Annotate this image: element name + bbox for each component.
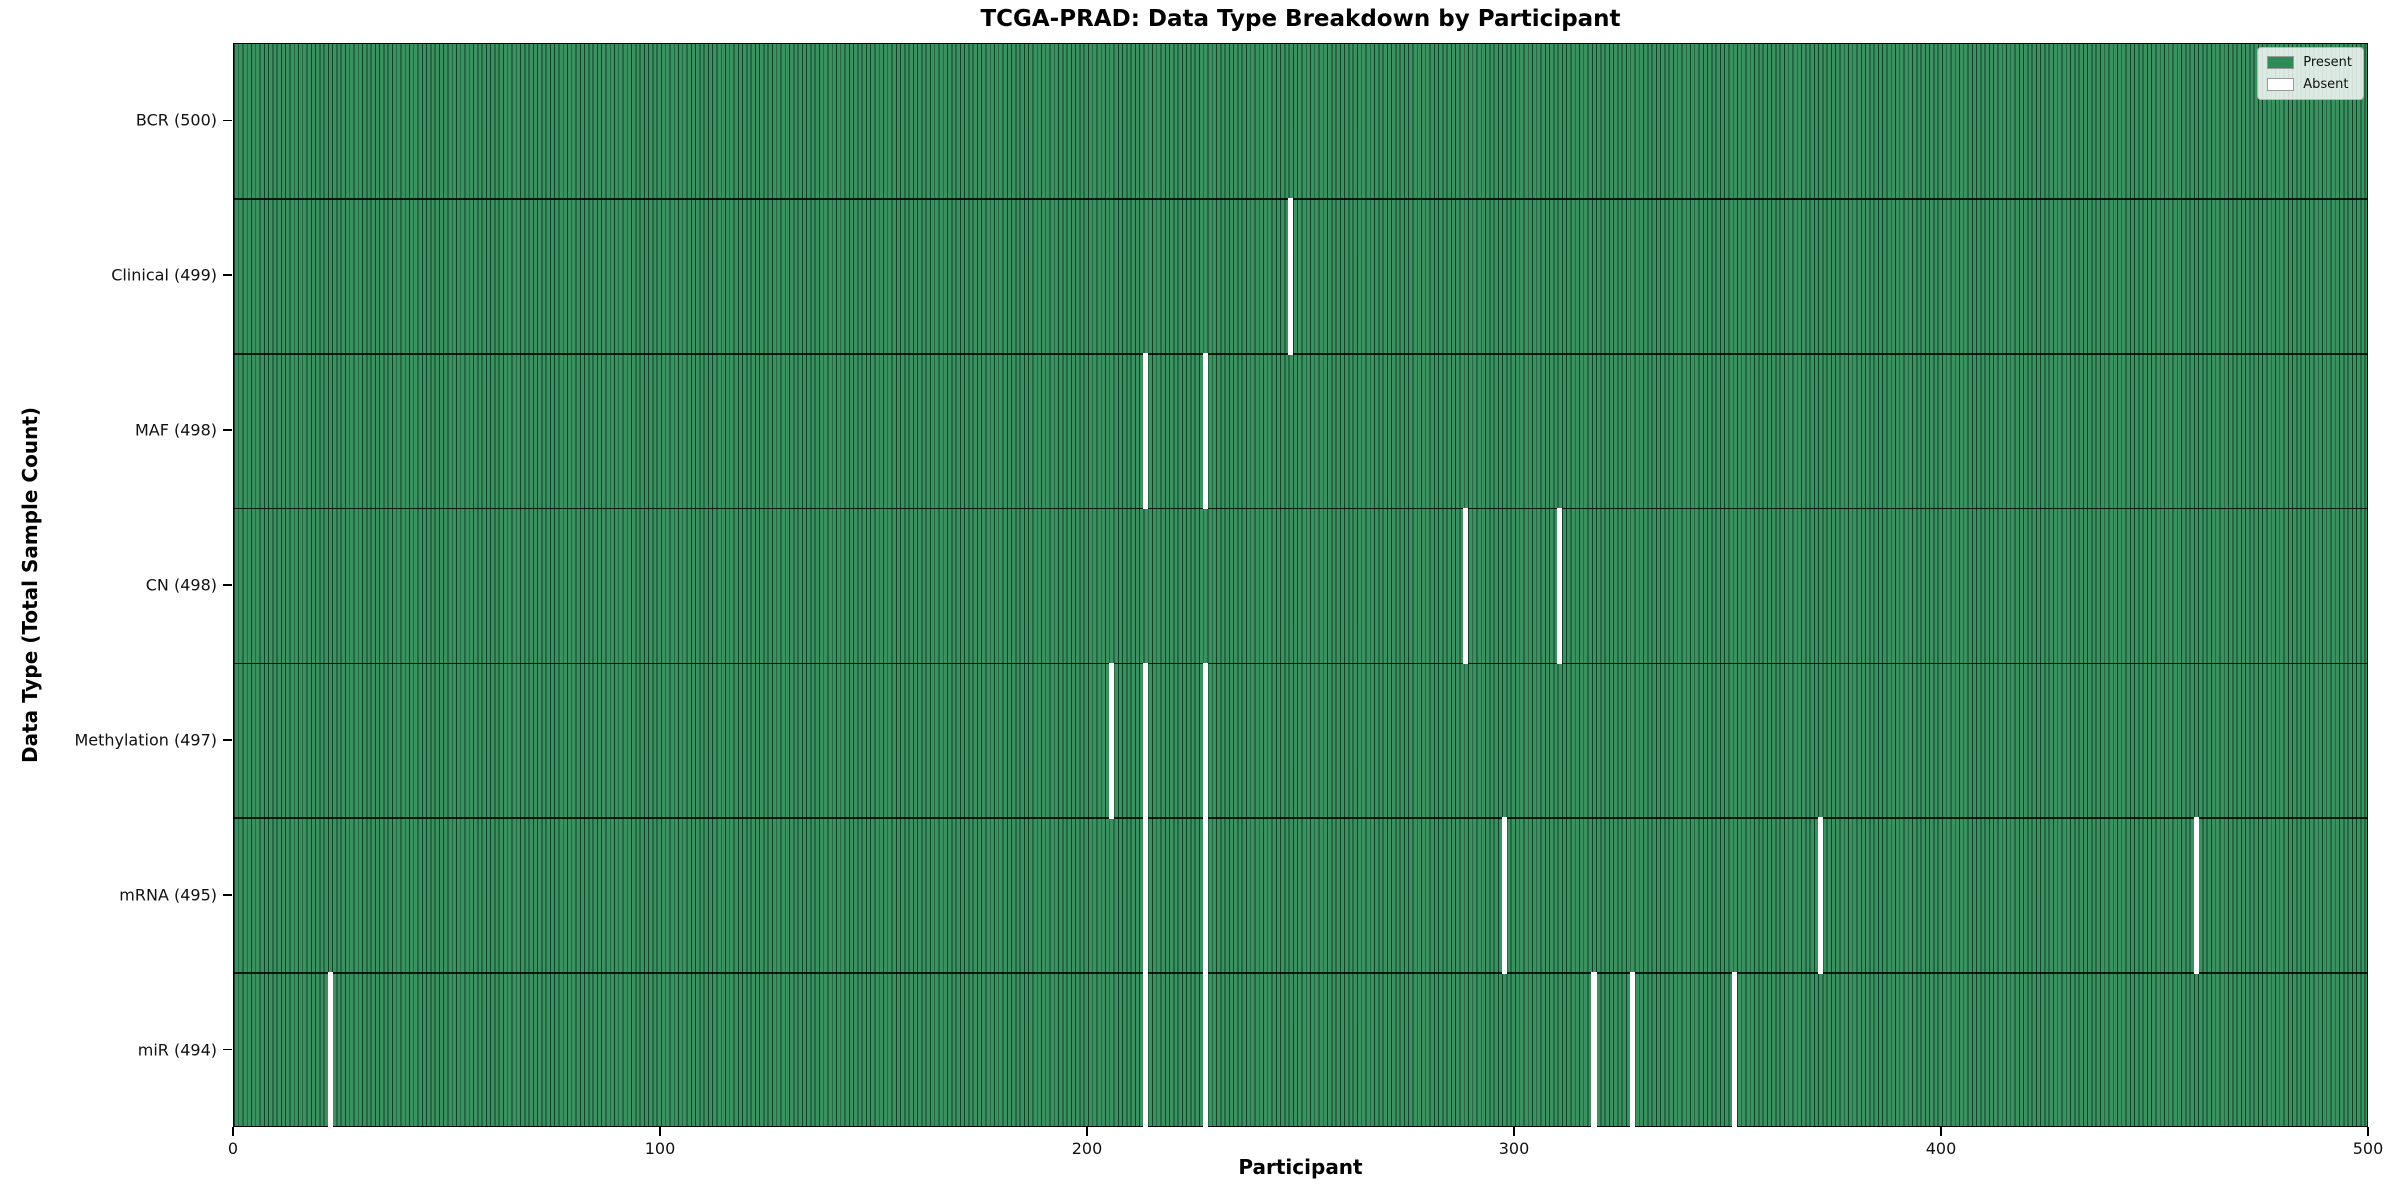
absent-gap: [1463, 507, 1469, 665]
x-tick-label: 300: [1498, 1139, 1530, 1158]
row-separator: [234, 972, 2367, 974]
x-tick-mark: [232, 1127, 234, 1136]
absent-gap: [1143, 352, 1149, 510]
absent-gap: [1629, 972, 1635, 1129]
y-tick-mark: [223, 739, 232, 741]
present-swatch-icon: [2267, 56, 2295, 69]
y-tick-mark: [223, 429, 232, 431]
x-tick-mark: [1513, 1127, 1515, 1136]
x-tick-mark: [1086, 1127, 1088, 1136]
y-tick-mark: [223, 584, 232, 586]
absent-gap: [1501, 817, 1507, 974]
x-tick-label: 500: [2352, 1139, 2384, 1158]
absent-swatch-icon: [2267, 78, 2295, 91]
absent-gap: [1143, 817, 1149, 974]
absent-gap: [1557, 507, 1563, 665]
x-tick-mark: [2367, 1127, 2369, 1136]
y-tick-label: BCR (500): [135, 110, 217, 130]
y-tick-label: Methylation (497): [74, 730, 217, 750]
x-axis-label: Participant: [1238, 1155, 1363, 1179]
absent-gap: [327, 972, 333, 1129]
row-separator: [234, 662, 2367, 665]
x-tick-mark: [659, 1127, 661, 1136]
y-tick-label: CN (498): [145, 575, 217, 595]
absent-gap: [1732, 972, 1738, 1129]
y-tick-label: mRNA (495): [119, 885, 217, 905]
absent-gap: [1817, 817, 1823, 974]
legend: Present Absent: [2257, 47, 2364, 100]
legend-label-present: Present: [2303, 55, 2352, 70]
y-tick-mark: [223, 119, 232, 122]
x-tick-label: 100: [644, 1139, 676, 1158]
absent-gap: [1202, 817, 1208, 974]
x-tick-label: 0: [227, 1139, 239, 1158]
absent-gap: [1288, 198, 1294, 355]
absent-gap: [1202, 972, 1208, 1129]
absent-gap: [1202, 662, 1208, 820]
plot-area: [233, 43, 2368, 1129]
absent-gap: [1143, 972, 1149, 1129]
y-tick-label: Clinical (499): [111, 265, 217, 285]
y-tick-mark: [223, 1048, 232, 1051]
y-tick-mark: [223, 274, 232, 277]
x-tick-label: 400: [1925, 1139, 1957, 1158]
y-tick-label: MAF (498): [134, 420, 217, 440]
chart-title: TCGA-PRAD: Data Type Breakdown by Partic…: [980, 6, 1621, 32]
legend-item-present: Present: [2267, 55, 2352, 70]
absent-gap: [2193, 817, 2199, 974]
legend-item-absent: Absent: [2267, 77, 2352, 92]
row-separator: [234, 352, 2367, 355]
x-tick-mark: [1940, 1127, 1942, 1136]
row-separator: [234, 507, 2367, 510]
absent-gap: [1143, 662, 1149, 820]
absent-gap: [1202, 352, 1208, 510]
legend-label-absent: Absent: [2303, 77, 2349, 92]
y-tick-mark: [223, 893, 232, 896]
x-tick-label: 200: [1071, 1139, 1103, 1158]
row-separator: [234, 817, 2367, 820]
absent-gap: [1108, 662, 1114, 820]
absent-gap: [1591, 972, 1597, 1129]
row-separator: [234, 198, 2367, 200]
y-tick-label: miR (494): [137, 1040, 217, 1060]
